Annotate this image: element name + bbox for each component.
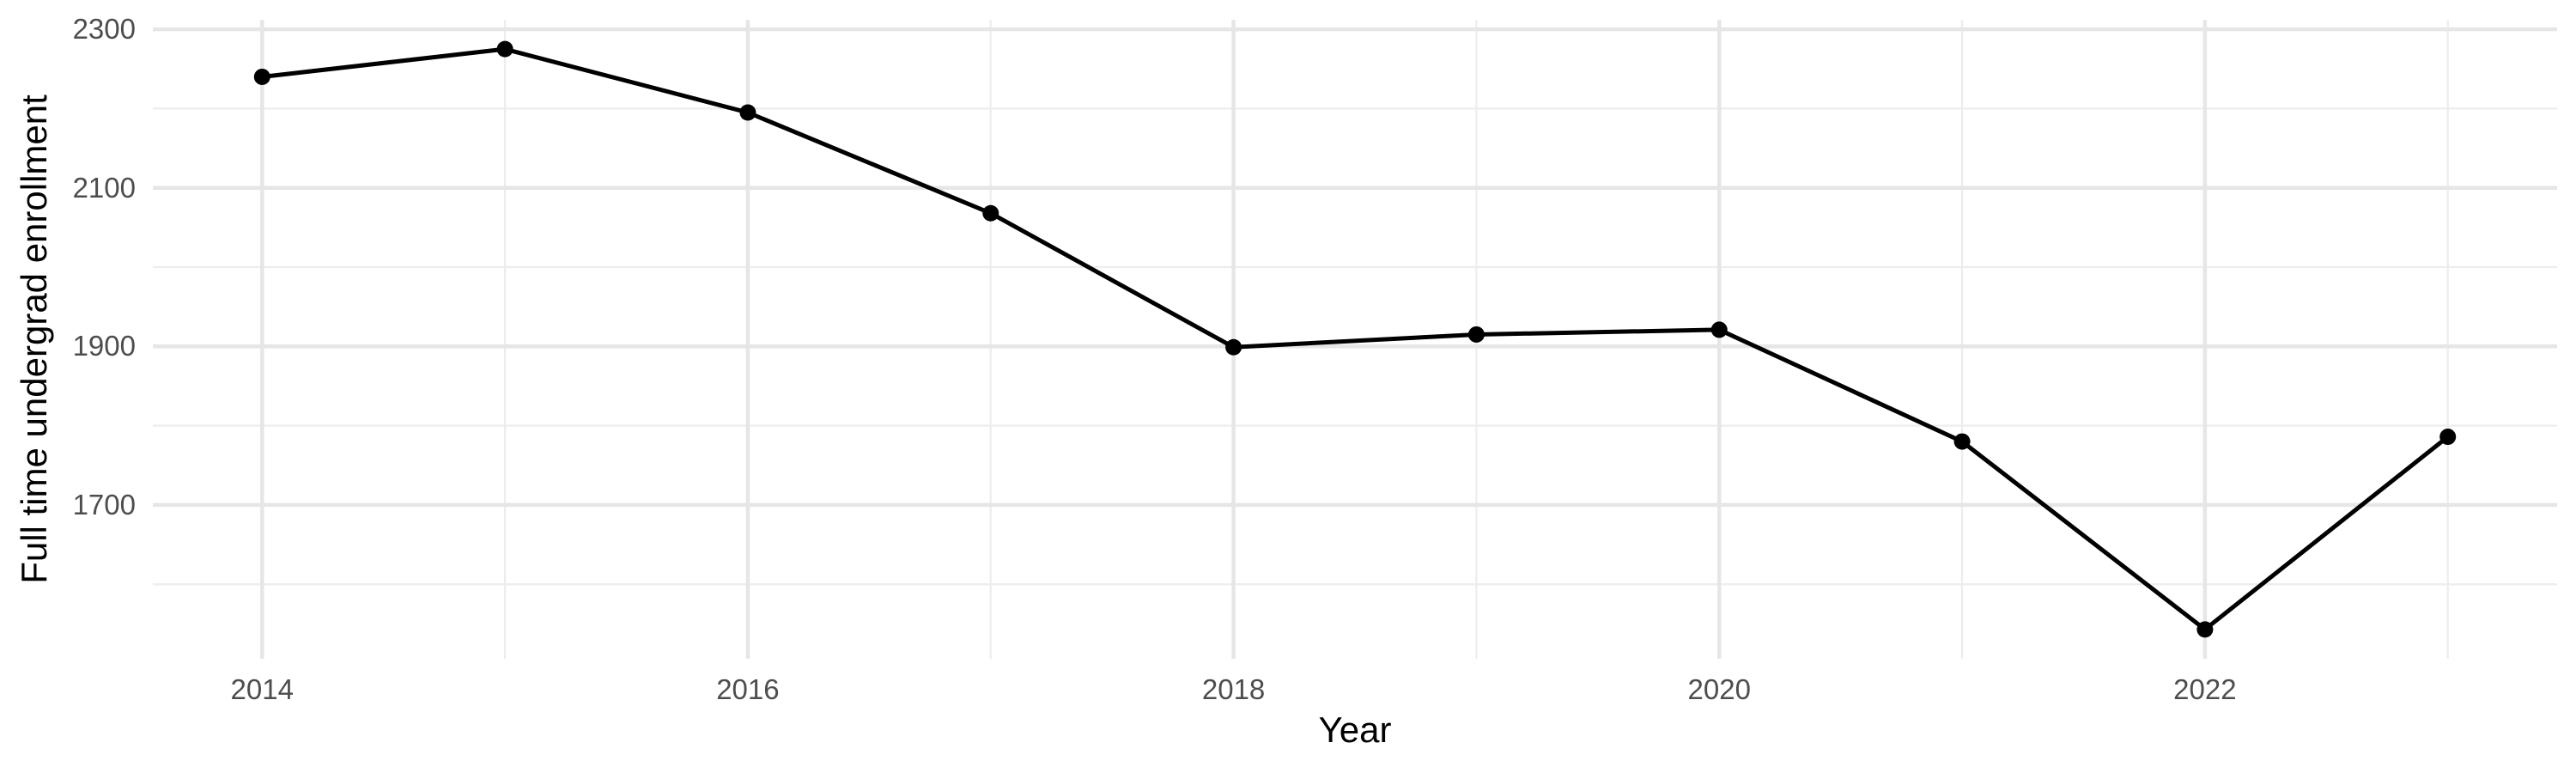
y-tick-label-2300: 2300 bbox=[72, 13, 136, 46]
y-tick-label-1700: 1700 bbox=[72, 488, 136, 520]
x-tick-label-2016: 2016 bbox=[716, 673, 780, 705]
line-chart-svg bbox=[153, 20, 2557, 659]
enrollment-line-series bbox=[259, 46, 2451, 632]
data-point-2016 bbox=[739, 104, 756, 121]
x-axis-title: Year bbox=[1318, 709, 1392, 750]
x-tick-label-2020: 2020 bbox=[1687, 673, 1751, 705]
y-tick-label-2100: 2100 bbox=[72, 171, 136, 204]
data-point-2017 bbox=[982, 204, 999, 222]
data-point-2019 bbox=[1467, 326, 1485, 343]
plot-panel bbox=[153, 20, 2557, 659]
x-tick-label-2014: 2014 bbox=[230, 673, 294, 705]
data-point-2015 bbox=[496, 40, 513, 58]
data-point-2018 bbox=[1225, 338, 1242, 356]
data-point-2021 bbox=[1953, 433, 1971, 450]
x-tick-label-2018: 2018 bbox=[1201, 673, 1266, 705]
data-point-2023 bbox=[2439, 429, 2457, 446]
y-tick-label-1900: 1900 bbox=[72, 330, 136, 362]
data-point-2014 bbox=[253, 68, 270, 85]
x-tick-label-2022: 2022 bbox=[2173, 673, 2237, 705]
data-point-2022 bbox=[2196, 621, 2214, 638]
data-point-2020 bbox=[1710, 321, 1728, 338]
